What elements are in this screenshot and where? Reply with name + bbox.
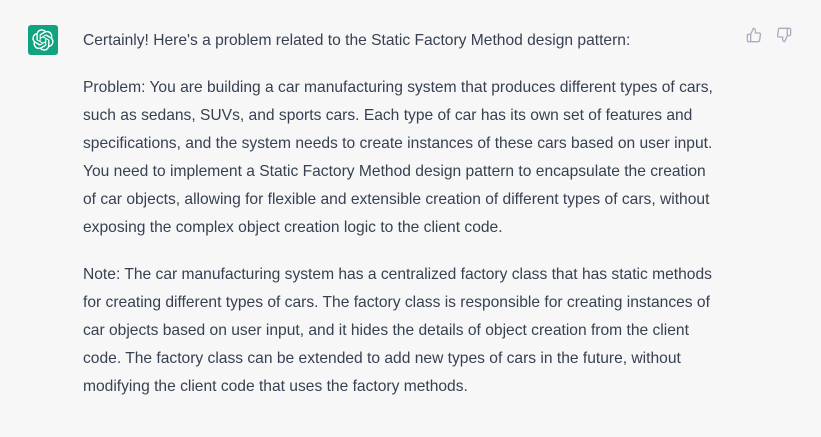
thumbs-up-icon bbox=[746, 27, 762, 48]
message-intro: Certainly! Here's a problem related to t… bbox=[83, 32, 631, 49]
openai-logo-icon bbox=[32, 29, 54, 51]
problem-paragraph: Problem: You are building a car manufact… bbox=[83, 74, 735, 242]
note-line: Note: The car manufacturing system has a… bbox=[83, 266, 712, 283]
problem-line: such as sedans, SUVs, and sports cars. E… bbox=[83, 107, 693, 124]
note-line: for creating different types of cars. Th… bbox=[83, 294, 710, 311]
problem-line: You need to implement a Static Factory M… bbox=[83, 163, 706, 180]
note-paragraph: Note: The car manufacturing system has a… bbox=[83, 261, 735, 401]
problem-line: exposing the complex object creation log… bbox=[83, 219, 503, 236]
feedback-buttons bbox=[743, 27, 795, 47]
assistant-avatar bbox=[28, 25, 58, 55]
problem-line: of car objects, allowing for flexible an… bbox=[83, 191, 710, 208]
thumbs-down-icon bbox=[776, 27, 792, 48]
thumbs-up-button[interactable] bbox=[743, 27, 765, 47]
note-line: modifying the client code that uses the … bbox=[83, 378, 468, 395]
assistant-message-content: Certainly! Here's a problem related to t… bbox=[83, 27, 735, 420]
note-line: code. The factory class can be extended … bbox=[83, 350, 681, 367]
problem-line: specifications, and the system needs to … bbox=[83, 135, 713, 152]
note-line: car objects based on user input, and it … bbox=[83, 322, 689, 339]
thumbs-down-button[interactable] bbox=[773, 27, 795, 47]
problem-line: Problem: You are building a car manufact… bbox=[83, 79, 713, 96]
